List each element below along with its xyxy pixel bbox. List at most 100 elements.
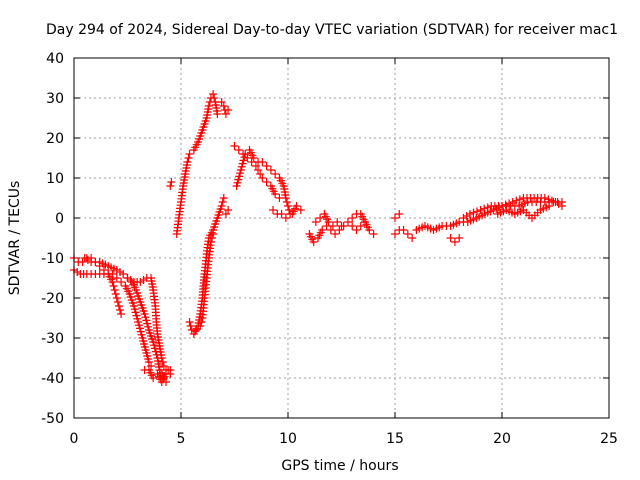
data-point: [544, 195, 553, 204]
series-arc-x: [459, 194, 566, 222]
data-point: [508, 198, 517, 206]
series-arc-c: [80, 254, 171, 386]
data-point: [209, 90, 218, 98]
data-point: [117, 310, 126, 318]
data-point: [206, 238, 215, 246]
x-tick-label: 0: [70, 431, 79, 447]
data-point: [258, 174, 267, 182]
y-tick-label: -10: [41, 251, 64, 267]
data-point: [271, 190, 280, 198]
data-point: [469, 208, 478, 217]
data-point: [309, 238, 318, 246]
data-point: [78, 258, 87, 266]
x-tick-label: 5: [177, 431, 186, 447]
data-point: [162, 370, 171, 378]
data-point: [455, 234, 464, 242]
data-point: [483, 203, 492, 212]
data-point: [281, 214, 290, 222]
data-point: [335, 226, 344, 234]
x-tick-label: 20: [493, 431, 511, 447]
data-point: [296, 206, 305, 214]
data-point: [262, 178, 271, 186]
data-point: [284, 202, 292, 210]
data-point: [480, 204, 489, 213]
data-point: [391, 230, 399, 238]
data-point: [108, 270, 117, 278]
series-arc-f: [166, 178, 176, 190]
data-point: [184, 154, 193, 162]
data-point: [147, 362, 156, 370]
data-point: [331, 230, 340, 238]
data-point: [365, 226, 374, 234]
data-point: [465, 210, 474, 218]
data-point: [292, 202, 301, 210]
data-point: [356, 222, 365, 230]
data-point: [277, 210, 286, 218]
series-arc-d: [123, 274, 175, 378]
data-point: [348, 222, 357, 230]
data-points: [70, 90, 566, 386]
data-point: [343, 218, 352, 226]
x-tick-labels: 0 5 10 15 20 25: [70, 431, 618, 447]
data-point: [208, 234, 217, 242]
series-arc-j: [217, 98, 233, 118]
data-point: [450, 238, 459, 246]
data-point: [221, 210, 230, 218]
series-arc-v: [412, 198, 566, 234]
data-point: [224, 206, 233, 214]
data-point: [266, 166, 275, 174]
data-point: [249, 154, 258, 162]
series-arc-t: [391, 226, 417, 242]
series-arc-a: [70, 254, 126, 318]
data-point: [540, 194, 549, 202]
series-arc-q: [305, 218, 378, 246]
data-point: [254, 166, 263, 174]
data-point: [167, 178, 176, 186]
series-arc-e: [140, 366, 175, 386]
data-point: [352, 226, 361, 234]
data-point: [110, 286, 119, 294]
y-tick-label: -50: [41, 411, 64, 427]
data-point: [348, 214, 357, 222]
series-arc-r: [311, 210, 346, 230]
data-point: [109, 282, 118, 290]
data-point: [545, 202, 554, 210]
data-point: [512, 196, 521, 205]
data-point: [196, 322, 205, 330]
x-tick-label: 10: [279, 431, 297, 447]
data-point: [324, 218, 333, 226]
chart-title: Day 294 of 2024, Sidereal Day-to-day VTE…: [46, 22, 618, 38]
data-point: [224, 106, 233, 114]
series-arc-w: [446, 234, 464, 246]
data-point: [111, 290, 120, 298]
x-tick-label: 15: [386, 431, 404, 447]
y-tick-labels: -50 -40 -30 -20 -10 0 10 20 30 40: [41, 51, 64, 427]
series-arc-p: [288, 202, 305, 218]
x-tick-label: 25: [600, 431, 618, 447]
series-arc-u: [391, 210, 404, 222]
series-arc-o: [269, 206, 290, 222]
data-point: [191, 326, 200, 334]
data-point: [116, 306, 125, 314]
data-point: [262, 162, 271, 170]
y-tick-label: -30: [41, 331, 64, 347]
data-point: [515, 195, 524, 204]
data-point: [114, 302, 123, 310]
data-point: [256, 170, 265, 178]
data-point: [473, 207, 482, 216]
data-point: [113, 298, 122, 306]
data-point: [269, 206, 278, 214]
data-point: [391, 214, 399, 222]
data-point: [328, 222, 337, 230]
data-point: [557, 202, 566, 210]
data-point: [501, 200, 510, 209]
data-point: [112, 274, 121, 282]
data-point: [204, 102, 213, 110]
data-point: [112, 294, 121, 302]
data-point: [258, 158, 267, 166]
data-point: [219, 194, 228, 202]
series-arc-k: [221, 206, 233, 218]
data-point: [326, 226, 335, 234]
data-point: [218, 198, 227, 206]
